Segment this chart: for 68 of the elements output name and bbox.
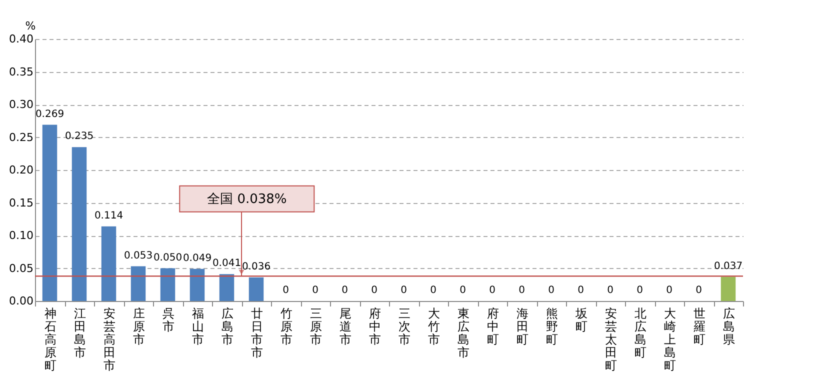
bar (42, 124, 58, 301)
data-label: 0 (636, 285, 643, 296)
data-label: 0 (666, 285, 672, 296)
data-label: 0.114 (94, 210, 124, 222)
x-tick-label: 広島市 (221, 306, 234, 346)
x-tick-label: 大竹市 (428, 306, 440, 346)
x-tick-label: 廿日市市 (250, 306, 263, 360)
y-tick-label: 0.25 (9, 130, 34, 144)
data-label: 0 (312, 285, 318, 296)
data-label: 0 (371, 285, 378, 296)
y-tick-label: 0.00 (9, 294, 34, 308)
bar (72, 147, 87, 301)
x-tick-label: 安芸高田市 (103, 306, 116, 372)
data-label: 0 (518, 285, 525, 296)
x-tick-label: 広島県 (722, 306, 735, 346)
data-label: 0.036 (242, 261, 271, 272)
x-tick-label: 熊野町 (546, 306, 558, 346)
data-label: 0.037 (714, 260, 743, 272)
y-tick-label: 0.05 (9, 262, 34, 275)
y-tick-label: 0.15 (9, 196, 34, 210)
data-label: 0 (342, 285, 348, 296)
bar (219, 274, 234, 301)
data-label: 0 (489, 285, 496, 296)
y-tick-label: 0.30 (9, 98, 34, 111)
x-tick-label: 尾道市 (339, 306, 352, 346)
x-tick-label: 大崎上島町 (664, 306, 676, 372)
x-tick-label: 庄原市 (132, 306, 145, 346)
x-tick-label: 東広島市 (457, 306, 470, 360)
bar (130, 266, 146, 301)
data-label: 0 (430, 285, 436, 296)
data-label: 0 (548, 285, 554, 296)
x-tick-label: 安芸太田町 (604, 306, 617, 372)
y-tick-label: 0.35 (9, 65, 34, 78)
x-tick-label: 海田町 (516, 306, 528, 346)
data-label: 0.269 (35, 108, 64, 120)
x-tick-label: 三次市 (398, 306, 410, 346)
x-tick-label: 府中市 (368, 306, 381, 346)
data-label: 0.041 (212, 258, 242, 270)
x-tick-label: 福山市 (192, 306, 204, 346)
x-tick-label: 神石高原町 (44, 306, 56, 372)
x-tick-label: 呉市 (162, 306, 174, 334)
x-tick-label: 北広島町 (634, 306, 646, 360)
ref-line-label: 全国 0.038% (207, 192, 287, 207)
bar (248, 277, 264, 301)
bar (160, 268, 176, 301)
data-label: 0 (696, 285, 702, 296)
data-label: 0.049 (182, 252, 212, 264)
y-tick-label: 0.10 (9, 229, 34, 242)
x-tick-label: 竹原市 (280, 306, 292, 346)
data-label: 0 (607, 285, 614, 296)
x-tick-label: 府中町 (486, 306, 499, 346)
x-tick-label: 坂町 (574, 306, 588, 334)
data-label: 0 (282, 285, 289, 296)
data-label: 0.050 (153, 252, 182, 264)
data-label: 0 (460, 285, 466, 296)
data-label: 0.053 (124, 250, 153, 262)
x-tick-label: 三原市 (310, 306, 322, 346)
x-tick-label: 江田島市 (74, 306, 86, 360)
data-label: 0 (400, 285, 407, 296)
data-label: 0 (578, 285, 584, 296)
bar (720, 276, 736, 301)
bar (190, 268, 205, 301)
data-label: 0.235 (64, 131, 94, 142)
y-axis-title: % (25, 20, 36, 32)
y-tick-label: 0.20 (9, 164, 34, 176)
x-tick-label: 世羅町 (693, 306, 706, 346)
bar (101, 226, 116, 301)
y-tick-label: 0.40 (9, 32, 34, 46)
